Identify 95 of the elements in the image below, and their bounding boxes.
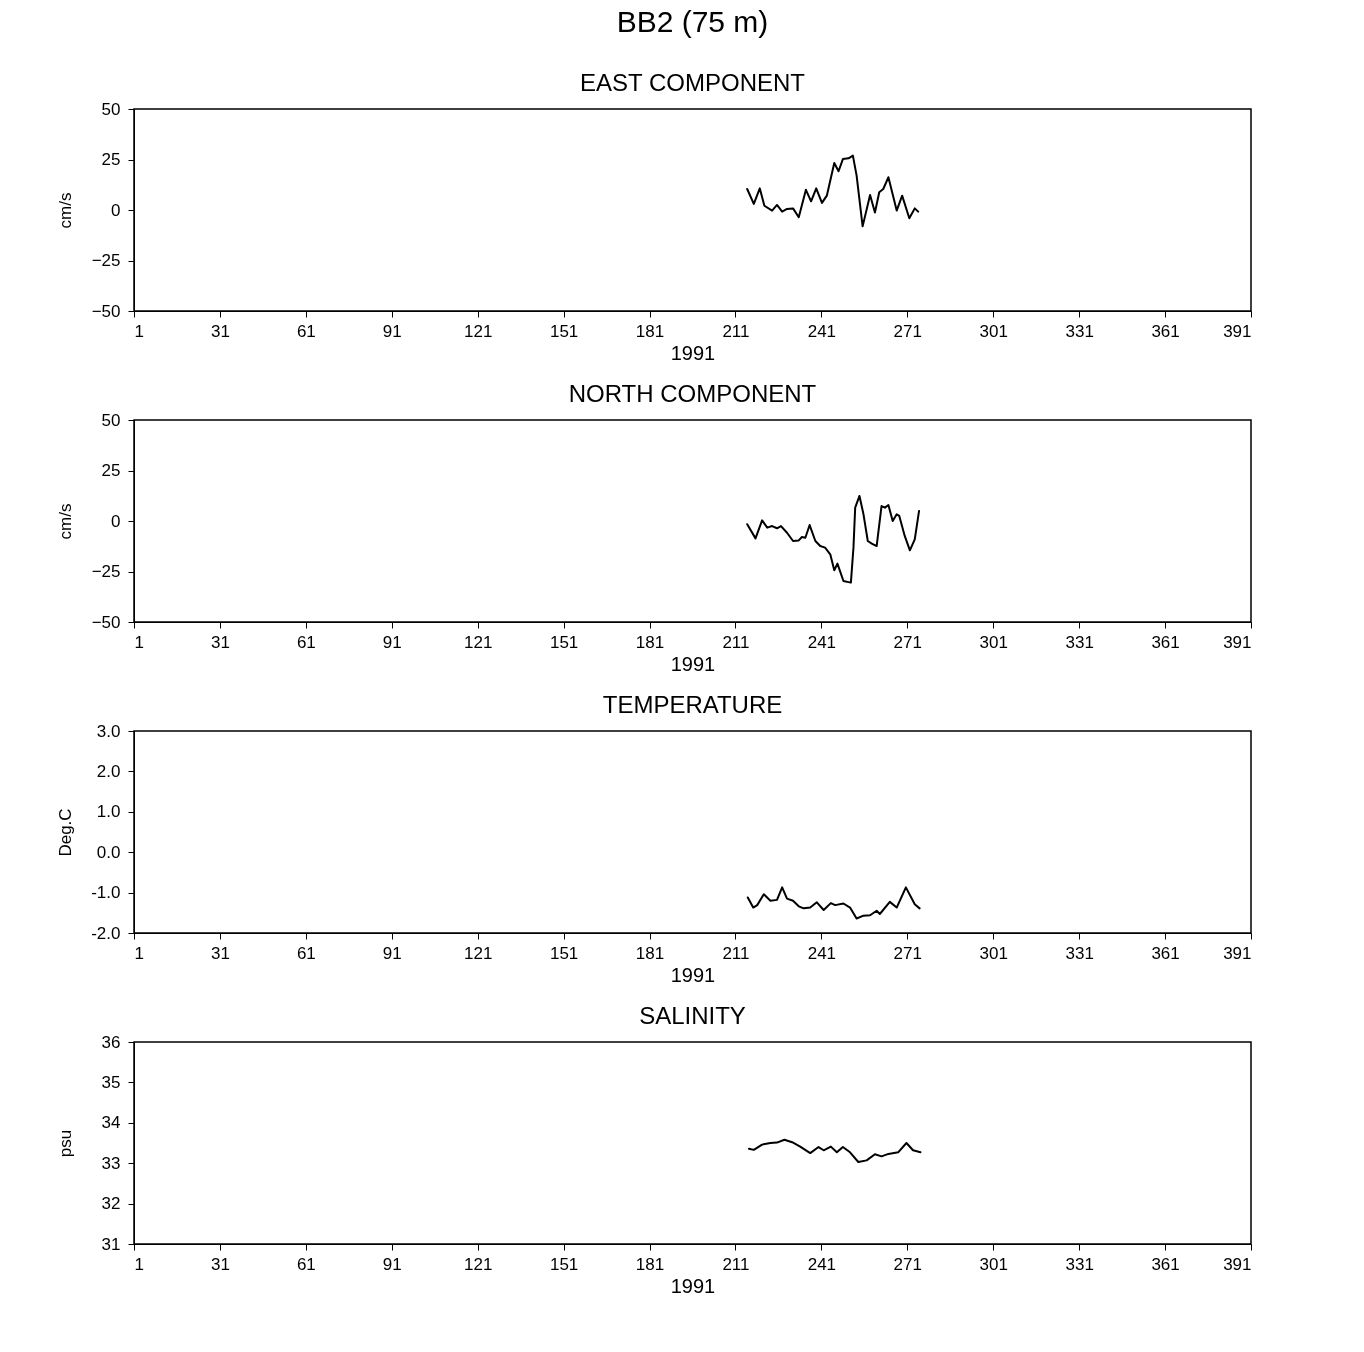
x-tick-label: 151 [549,1254,579,1274]
x-tick-label: 361 [1151,632,1180,652]
x-tick-label: 1 [134,1254,144,1274]
x-tick-label: 301 [979,1254,1008,1274]
chart-title: SALINITY [639,1002,746,1029]
chart-title: BB2 (75 m) [616,5,769,38]
x-tick-label: 301 [979,632,1008,652]
chart-title: NORTH COMPONENT [568,380,817,407]
y-axis-title: psu [55,1129,75,1158]
x-axis-title: 1991 [670,963,716,986]
y-tick-label: 31 [101,1234,121,1254]
x-tick-label: 391 [1223,321,1252,341]
chart-title: TEMPERATURE [602,691,783,718]
line-series [746,154,920,228]
y-tick-label: -2.0 [91,923,121,943]
x-axis-title: 1991 [670,341,716,364]
x-tick-label: 211 [722,321,750,341]
x-tick-label: 151 [549,321,579,341]
y-tick-label: 35 [101,1072,121,1092]
x-tick-label: 271 [893,632,922,652]
x-tick-label: 241 [807,321,837,341]
y-tick-label: 1.0 [96,802,121,822]
x-tick-label: 331 [1065,632,1094,652]
x-tick-label: 331 [1065,1254,1094,1274]
x-tick-label: 211 [722,1254,750,1274]
y-tick-label: 0 [111,511,121,531]
x-tick-label: 31 [210,632,230,652]
chart-subtitle: EAST COMPONENT [580,69,806,96]
x-tick-label: 301 [979,943,1008,963]
x-tick-label: 1 [134,943,144,963]
x-tick-label: 211 [722,632,750,652]
x-tick-label: 1 [134,632,144,652]
x-tick-label: 91 [382,632,402,652]
x-tick-label: 121 [464,943,493,963]
x-tick-label: 121 [464,321,493,341]
x-tick-label: 361 [1151,321,1180,341]
x-tick-label: 271 [893,1254,922,1274]
x-tick-label: 361 [1151,943,1180,963]
x-tick-label: 391 [1223,632,1252,652]
y-tick-label: 3.0 [96,721,121,741]
x-tick-label: 61 [296,321,316,341]
x-tick-label: 361 [1151,1254,1180,1274]
x-tick-label: 301 [979,321,1008,341]
x-tick-label: 31 [210,943,230,963]
x-tick-label: 181 [635,943,665,963]
y-tick-label: 25 [101,461,121,480]
x-tick-label: 1 [134,321,144,341]
x-tick-label: 241 [807,632,837,652]
y-tick-label: −50 [91,301,121,321]
x-tick-label: 181 [635,632,665,652]
y-tick-label: 50 [101,410,121,430]
x-tick-label: 61 [296,632,316,652]
x-tick-label: 391 [1223,1254,1252,1274]
y-axis-title: cm/s [55,192,75,229]
x-tick-label: 271 [893,321,922,341]
y-tick-label: 34 [101,1113,121,1133]
x-tick-label: 331 [1065,321,1094,341]
x-axis-title: 1991 [670,652,716,675]
x-tick-label: 91 [382,1254,402,1274]
y-tick-label: −25 [91,251,121,270]
y-tick-label: 0.0 [96,842,121,862]
x-tick-label: 61 [296,1254,316,1274]
y-tick-label: -1.0 [91,883,121,903]
y-tick-label: 25 [101,150,121,169]
x-tick-label: 31 [210,321,230,341]
x-tick-label: 91 [382,321,402,341]
line-series [746,494,921,584]
x-tick-label: 31 [210,1254,230,1274]
x-tick-label: 151 [549,943,579,963]
y-tick-label: −25 [91,562,121,581]
y-axis-title: cm/s [55,503,75,540]
y-tick-label: 0 [111,200,121,220]
y-tick-label: 50 [101,99,121,119]
x-axis-title: 1991 [670,1274,716,1297]
x-tick-label: 121 [464,1254,493,1274]
y-tick-label: 32 [101,1194,121,1214]
y-tick-label: 33 [101,1153,121,1173]
x-tick-label: 151 [549,632,579,652]
x-tick-label: 241 [807,1254,837,1274]
y-axis-title: Deg.C [55,808,75,857]
x-tick-label: 181 [635,321,665,341]
x-tick-label: 241 [807,943,837,963]
y-tick-label: −50 [91,612,121,632]
x-tick-label: 91 [382,943,402,963]
line-series [747,1138,922,1163]
y-tick-label: 2.0 [96,761,121,781]
x-tick-label: 331 [1065,943,1094,963]
x-tick-label: 271 [893,943,922,963]
line-series [746,886,921,920]
y-tick-label: 36 [101,1032,121,1052]
x-tick-label: 61 [296,943,316,963]
x-tick-label: 121 [464,632,493,652]
x-tick-label: 391 [1223,943,1252,963]
x-tick-label: 181 [635,1254,665,1274]
x-tick-label: 211 [722,943,750,963]
